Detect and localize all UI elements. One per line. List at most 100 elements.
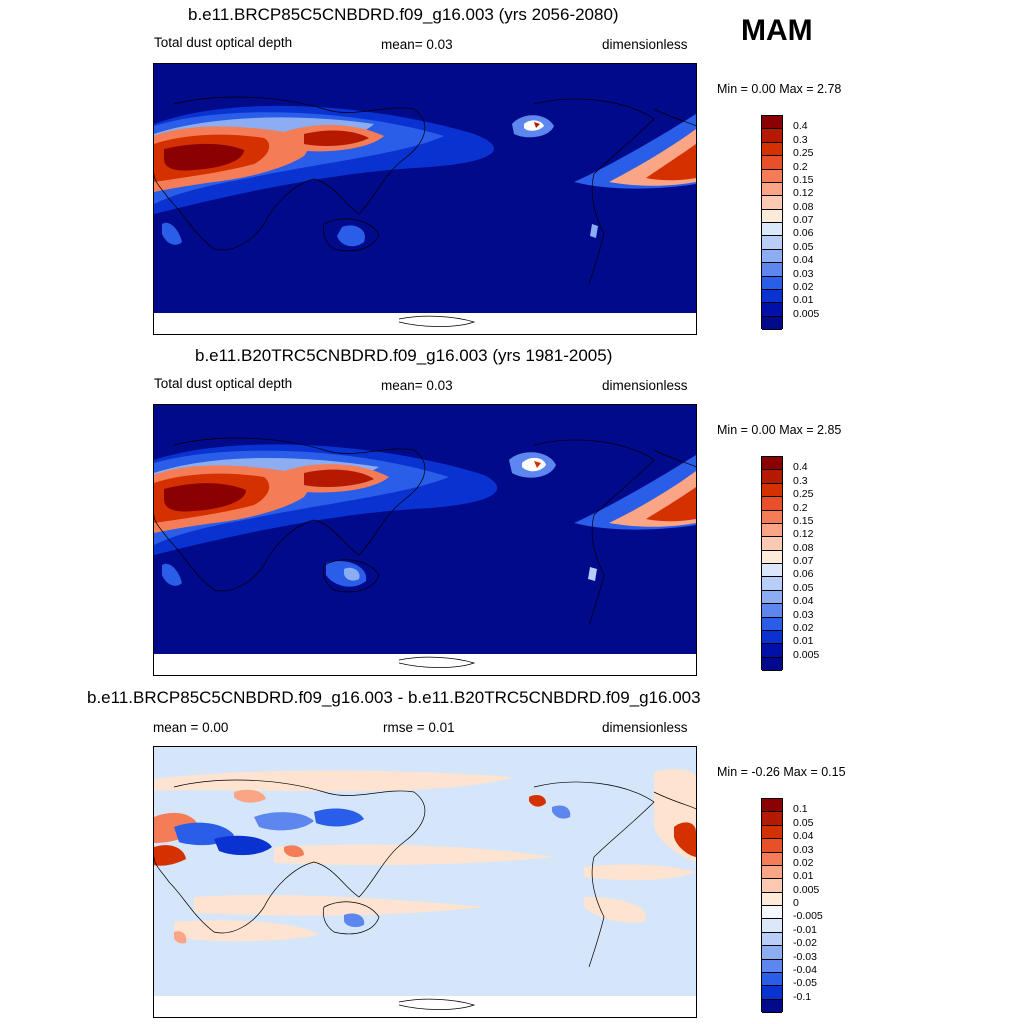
panel3-units-label: dimensionless	[602, 720, 688, 735]
colorbar-label: 0.04	[793, 595, 814, 608]
colorbar-label: 0.4	[793, 120, 808, 133]
colorbar-label: 0.04	[793, 830, 814, 843]
colorbar-swatch	[762, 852, 782, 866]
colorbar-label: 0.4	[793, 461, 808, 474]
colorbar-label: -0.03	[793, 950, 817, 963]
season-label: MAM	[741, 14, 813, 47]
colorbar-label: 0.08	[793, 200, 814, 213]
colorbar-swatch	[762, 263, 782, 277]
colorbar-swatch	[762, 825, 782, 840]
colorbar-label: 0.1	[793, 803, 808, 816]
colorbar-swatch	[762, 142, 782, 157]
colorbar-label: 0.02	[793, 621, 814, 634]
colorbar-label: -0.1	[793, 990, 812, 1003]
colorbar-swatch	[762, 839, 782, 853]
colorbar-swatch	[762, 483, 782, 498]
colorbar-swatch	[762, 236, 782, 250]
panel2-title: b.e11.B20TRC5CNBDRD.f09_g16.003 (yrs 198…	[195, 346, 613, 365]
colorbar-label: 0.06	[793, 227, 814, 240]
colorbar-label: 0.03	[793, 843, 814, 856]
panel1-units-label: dimensionless	[602, 37, 688, 52]
colorbar-label: -0.04	[793, 963, 817, 976]
colorbar-label: 0.03	[793, 267, 814, 280]
colorbar-swatch	[762, 999, 782, 1013]
colorbar-swatch	[762, 550, 782, 564]
colorbar-swatch	[762, 812, 782, 826]
panel3-minmax: Min = -0.26 Max = 0.15	[717, 765, 846, 779]
panel2-variable-label: Total dust optical depth	[154, 376, 293, 391]
colorbar-label: 0.12	[793, 528, 814, 541]
colorbar-label: -0.01	[793, 923, 817, 936]
panel1-minmax: Min = 0.00 Max = 2.78	[717, 82, 842, 96]
colorbar-swatch	[762, 865, 782, 880]
panel1-variable-label: Total dust optical depth	[154, 35, 293, 50]
colorbar-label: 0.2	[793, 501, 808, 514]
panel3-rmse-label: rmse = 0.01	[383, 720, 455, 735]
colorbar-swatch	[762, 630, 782, 645]
colorbar-label: 0.25	[793, 488, 814, 501]
colorbar-swatch	[762, 316, 782, 330]
colorbar-label: 0.05	[793, 816, 814, 829]
colorbar-swatch	[762, 986, 782, 1000]
colorbar-swatch	[762, 497, 782, 511]
colorbar-swatch	[762, 276, 782, 290]
colorbar-label: -0.02	[793, 937, 817, 950]
colorbar-swatch	[762, 617, 782, 631]
panel3-map	[153, 746, 697, 1018]
colorbar-swatch	[762, 946, 782, 960]
panel2-colorbar: 0.4 0.3 0.25 0.2 0.15 0.12 0.08 0.07 0.06 0.05 0.0…	[761, 456, 841, 671]
colorbar-swatch	[762, 129, 782, 143]
colorbar-label: 0.07	[793, 555, 814, 567]
colorbar-label: -0.005	[793, 910, 823, 923]
colorbar-label: 0.005	[793, 648, 820, 661]
colorbar-swatch	[762, 182, 782, 197]
colorbar-label: 0.05	[793, 240, 814, 253]
colorbar-label: 0.01	[793, 635, 814, 648]
colorbar-swatch	[762, 644, 782, 658]
colorbar-swatch	[762, 537, 782, 551]
colorbar-label: 0.005	[793, 883, 820, 896]
panel1-title: b.e11.BRCP85C5CNBDRD.f09_g16.003 (yrs 20…	[188, 5, 619, 24]
colorbar-swatch	[762, 892, 782, 906]
panel2-mean-label: mean= 0.03	[381, 378, 453, 393]
colorbar-label: 0.08	[793, 541, 814, 554]
colorbar-swatch	[762, 196, 782, 210]
colorbar-swatch	[762, 657, 782, 671]
colorbar-swatch	[762, 169, 782, 183]
colorbar-label: 0.15	[793, 514, 814, 527]
colorbar-swatch	[762, 223, 782, 237]
colorbar-swatch	[762, 116, 782, 130]
colorbar-swatch	[762, 510, 782, 524]
colorbar-swatch	[762, 799, 782, 813]
colorbar-label: -0.05	[793, 977, 817, 990]
colorbar-swatch	[762, 470, 782, 484]
panel2-minmax: Min = 0.00 Max = 2.85	[717, 423, 842, 437]
colorbar-swatch	[762, 457, 782, 471]
colorbar-label: 0.3	[793, 474, 808, 487]
panel1-colorbar: 0.4 0.3 0.25 0.2 0.15 0.12 0.08 0.07 0.06 0.05 0.0…	[761, 115, 841, 330]
colorbar-swatch	[762, 156, 782, 170]
colorbar-swatch	[762, 604, 782, 618]
colorbar-label: 0.3	[793, 133, 808, 146]
colorbar-label: 0.25	[793, 147, 814, 160]
colorbar-swatch	[762, 919, 782, 933]
colorbar-swatch	[762, 577, 782, 591]
colorbar-swatch	[762, 590, 782, 605]
colorbar-label: 0.04	[793, 254, 814, 267]
colorbar-swatch	[762, 959, 782, 973]
colorbar-label: 0	[793, 897, 799, 909]
colorbar-swatch	[762, 249, 782, 264]
colorbar-label: 0.05	[793, 581, 814, 594]
colorbar-swatch	[762, 289, 782, 304]
colorbar-swatch	[762, 564, 782, 578]
colorbar-swatch	[762, 932, 782, 947]
colorbar-label: 0.15	[793, 173, 814, 186]
colorbar-swatch	[762, 879, 782, 893]
colorbar-label: 0.01	[793, 870, 814, 883]
colorbar-swatch	[762, 303, 782, 317]
panel2-units-label: dimensionless	[602, 378, 688, 393]
colorbar-label: 0.02	[793, 280, 814, 293]
panel3-title: b.e11.BRCP85C5CNBDRD.f09_g16.003 - b.e11…	[87, 688, 701, 707]
colorbar-label: 0.2	[793, 160, 808, 173]
panel3-mean-label: mean = 0.00	[153, 720, 229, 735]
